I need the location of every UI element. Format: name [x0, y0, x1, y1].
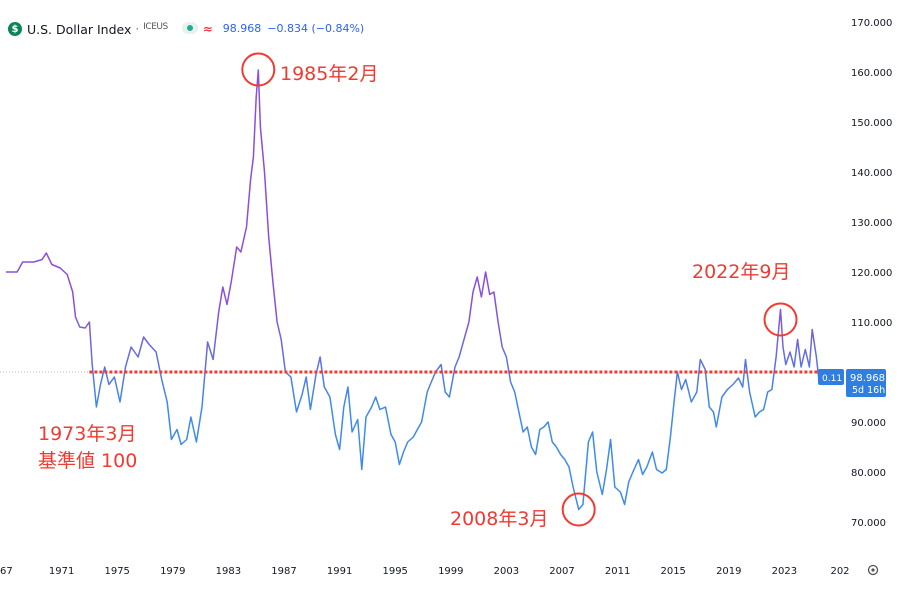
- x-tick-label: 67: [0, 566, 13, 577]
- x-tick-label: 202: [830, 566, 849, 577]
- y-tick-label: 160.000: [851, 68, 892, 79]
- price-change: −0.834 (−0.84%): [267, 22, 365, 35]
- x-tick-label: 1991: [327, 566, 352, 577]
- y-tick-label: 90.000: [851, 418, 886, 429]
- price-badge-countdown: 5d 16h: [852, 385, 885, 396]
- price-badge-left: [818, 369, 844, 385]
- x-tick-label: 1983: [216, 566, 241, 577]
- y-tick-label: 120.000: [851, 268, 892, 279]
- price-badge-left-label: 0.11: [822, 374, 842, 384]
- symbol-title[interactable]: U.S. Dollar Index: [27, 22, 132, 37]
- x-tick-label: 2003: [494, 566, 519, 577]
- x-tick-label: 1971: [49, 566, 74, 577]
- price-badge-value: 98.968: [850, 373, 885, 384]
- x-tick-label: 1999: [438, 566, 463, 577]
- x-tick-label: 1995: [382, 566, 407, 577]
- wave-icon[interactable]: ≈: [202, 22, 213, 36]
- y-tick-label: 110.000: [851, 318, 892, 329]
- last-price: 98.968: [222, 22, 262, 35]
- low-2008-circle: [561, 492, 596, 527]
- y-tick-label: 130.000: [851, 218, 892, 229]
- y-tick-label: 70.000: [851, 518, 886, 529]
- market-status-icon[interactable]: [181, 22, 198, 34]
- settings-gear-icon[interactable]: [867, 564, 879, 576]
- x-tick-label: 1987: [271, 566, 296, 577]
- y-axis: 70.000 80.000 90.000 110.000 120.000 130.000 1…: [851, 18, 892, 529]
- x-tick-label: 1975: [104, 566, 129, 577]
- price-series: [6, 69, 833, 511]
- price-badge-main: [846, 369, 886, 397]
- y-tick-label: 140.000: [851, 168, 892, 179]
- price-badge: 0.11 98.968 5d 16h: [818, 369, 886, 397]
- title-separator: ·: [135, 22, 140, 36]
- annotation-1973-base: 基準値 100: [38, 450, 137, 472]
- y-tick-label: 170.000: [851, 18, 892, 29]
- x-tick-label: 2019: [716, 566, 741, 577]
- x-axis: 67 1971 1975 1979 1983 1987 1991 1995 1999 2003 20…: [0, 566, 850, 577]
- y-tick-label: 150.000: [851, 118, 892, 129]
- peak-1985-circle: [241, 52, 276, 87]
- annotation-2008: 2008年3月: [450, 508, 548, 530]
- x-tick-label: 2023: [772, 566, 797, 577]
- x-tick-label: 1979: [160, 566, 185, 577]
- annotation-2022: 2022年9月: [692, 261, 790, 283]
- exchange-label: ICEUS: [143, 22, 168, 32]
- x-tick-label: 2011: [605, 566, 630, 577]
- chart-header: $ U.S. Dollar Index · ICEUS ≈ 98.968 −0.…: [0, 0, 560, 62]
- y-tick-label: 80.000: [851, 468, 886, 479]
- series-line: [6, 69, 833, 511]
- dollar-logo-icon: $: [8, 22, 22, 36]
- annotation-1973-date: 1973年3月: [38, 423, 136, 445]
- x-tick-label: 2015: [660, 566, 685, 577]
- x-tick-label: 2007: [549, 566, 574, 577]
- annotation-1985: 1985年2月: [280, 63, 378, 85]
- peak-2022-circle: [763, 302, 798, 337]
